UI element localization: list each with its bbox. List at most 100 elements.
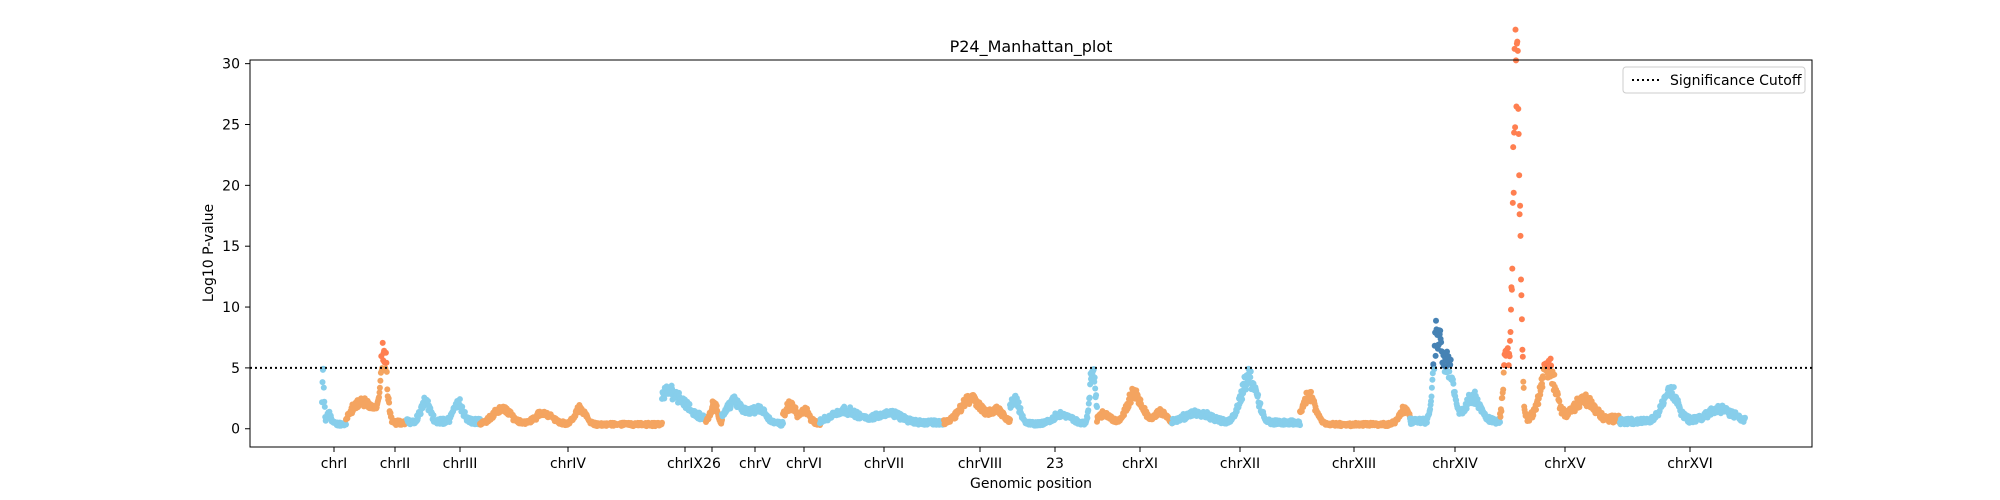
data-point bbox=[1510, 144, 1517, 151]
data-point bbox=[1015, 399, 1022, 406]
data-point bbox=[1533, 406, 1539, 413]
data-point bbox=[1085, 400, 1092, 407]
data-point bbox=[1094, 404, 1100, 410]
data-point bbox=[1255, 391, 1262, 398]
data-point bbox=[376, 384, 383, 391]
data-point bbox=[386, 399, 393, 406]
data-point bbox=[1507, 329, 1514, 335]
x-tick-label: chrXV bbox=[1544, 456, 1586, 472]
data-point bbox=[1447, 361, 1454, 368]
data-point bbox=[686, 401, 693, 408]
data-point bbox=[1429, 376, 1436, 383]
data-point bbox=[1506, 353, 1513, 360]
data-point bbox=[1500, 386, 1507, 393]
data-point bbox=[1520, 378, 1527, 385]
data-point bbox=[1007, 416, 1013, 423]
data-point bbox=[1247, 374, 1254, 381]
data-point bbox=[1297, 422, 1303, 429]
data-point bbox=[1518, 276, 1524, 283]
data-point bbox=[461, 409, 468, 415]
data-point bbox=[1509, 199, 1516, 206]
y-tick-label: 0 bbox=[231, 422, 240, 438]
data-point bbox=[1540, 374, 1547, 381]
data-point bbox=[1515, 131, 1522, 137]
data-point bbox=[1438, 339, 1445, 346]
data-point bbox=[1516, 211, 1523, 218]
x-tick-label: chrI bbox=[321, 456, 347, 472]
x-tick-label: chrVI bbox=[786, 456, 822, 472]
data-point bbox=[1548, 362, 1555, 369]
y-tick-label: 5 bbox=[231, 361, 240, 377]
data-point bbox=[417, 411, 424, 417]
data-point bbox=[1239, 396, 1246, 403]
data-point bbox=[1514, 47, 1521, 54]
data-point bbox=[1091, 374, 1098, 381]
x-axis: chrI chrII chrIII chrIV chrIX 26 chrV chrVI chrV… bbox=[321, 447, 1713, 472]
data-point bbox=[1518, 316, 1525, 323]
data-point bbox=[1512, 26, 1519, 33]
data-point bbox=[1427, 406, 1434, 413]
data-point bbox=[1530, 412, 1537, 419]
x-tick-label: chrV bbox=[739, 456, 771, 472]
y-axis: 0 5 10 15 20 25 30 bbox=[222, 57, 250, 438]
data-point bbox=[1508, 286, 1515, 293]
data-point bbox=[1556, 398, 1563, 405]
data-point bbox=[1498, 408, 1505, 415]
plot-frame bbox=[249, 59, 1813, 448]
data-point bbox=[1433, 317, 1439, 324]
data-point bbox=[377, 377, 384, 384]
data-point bbox=[1505, 362, 1512, 369]
x-tick-label: chrIV bbox=[550, 456, 586, 472]
data-point bbox=[1091, 378, 1098, 385]
data-point bbox=[383, 368, 390, 375]
data-point bbox=[1450, 380, 1457, 387]
legend-box bbox=[1622, 66, 1806, 94]
y-tick-label: 25 bbox=[222, 118, 240, 134]
data-points bbox=[319, 26, 1748, 430]
data-point bbox=[1512, 124, 1519, 131]
data-point bbox=[1247, 368, 1254, 375]
data-point bbox=[1507, 337, 1513, 344]
data-point bbox=[1257, 400, 1264, 407]
data-point bbox=[1554, 391, 1561, 398]
x-tick-label: chrXI bbox=[1122, 456, 1158, 472]
x-tick-label: chrXII bbox=[1220, 456, 1260, 472]
data-point bbox=[1517, 232, 1524, 239]
data-point bbox=[1742, 414, 1748, 421]
data-point bbox=[1499, 394, 1506, 401]
data-point bbox=[1508, 306, 1514, 313]
data-point bbox=[1092, 385, 1099, 392]
x-tick-label: chrVIII bbox=[958, 456, 1002, 472]
data-point bbox=[430, 412, 437, 419]
data-point bbox=[1509, 265, 1516, 272]
data-point bbox=[321, 403, 328, 410]
data-point bbox=[1308, 388, 1314, 395]
data-point bbox=[343, 421, 349, 428]
data-point bbox=[376, 389, 383, 396]
data-point bbox=[713, 402, 720, 409]
x-tick-label: 26 bbox=[703, 456, 721, 472]
data-point bbox=[1539, 384, 1546, 391]
data-point bbox=[1670, 384, 1677, 391]
data-point bbox=[961, 403, 968, 410]
data-point bbox=[321, 398, 328, 405]
x-tick-label: chrVII bbox=[864, 456, 904, 472]
x-tick-label: chrIII bbox=[443, 456, 478, 472]
data-point bbox=[1086, 394, 1093, 401]
y-tick-label: 20 bbox=[222, 178, 240, 194]
data-point bbox=[456, 396, 463, 403]
data-point bbox=[659, 419, 665, 426]
chart-title: P24_Manhattan_plot bbox=[950, 37, 1113, 57]
data-point bbox=[1428, 393, 1435, 400]
data-point bbox=[1497, 419, 1503, 426]
data-point bbox=[383, 359, 390, 366]
data-point bbox=[1504, 345, 1511, 352]
data-point bbox=[1535, 401, 1542, 408]
data-point bbox=[1547, 355, 1554, 362]
data-point bbox=[1474, 396, 1481, 403]
data-point bbox=[319, 379, 326, 386]
data-point bbox=[376, 394, 382, 401]
x-tick-label: chrIX bbox=[667, 456, 703, 472]
data-point bbox=[1500, 369, 1507, 376]
